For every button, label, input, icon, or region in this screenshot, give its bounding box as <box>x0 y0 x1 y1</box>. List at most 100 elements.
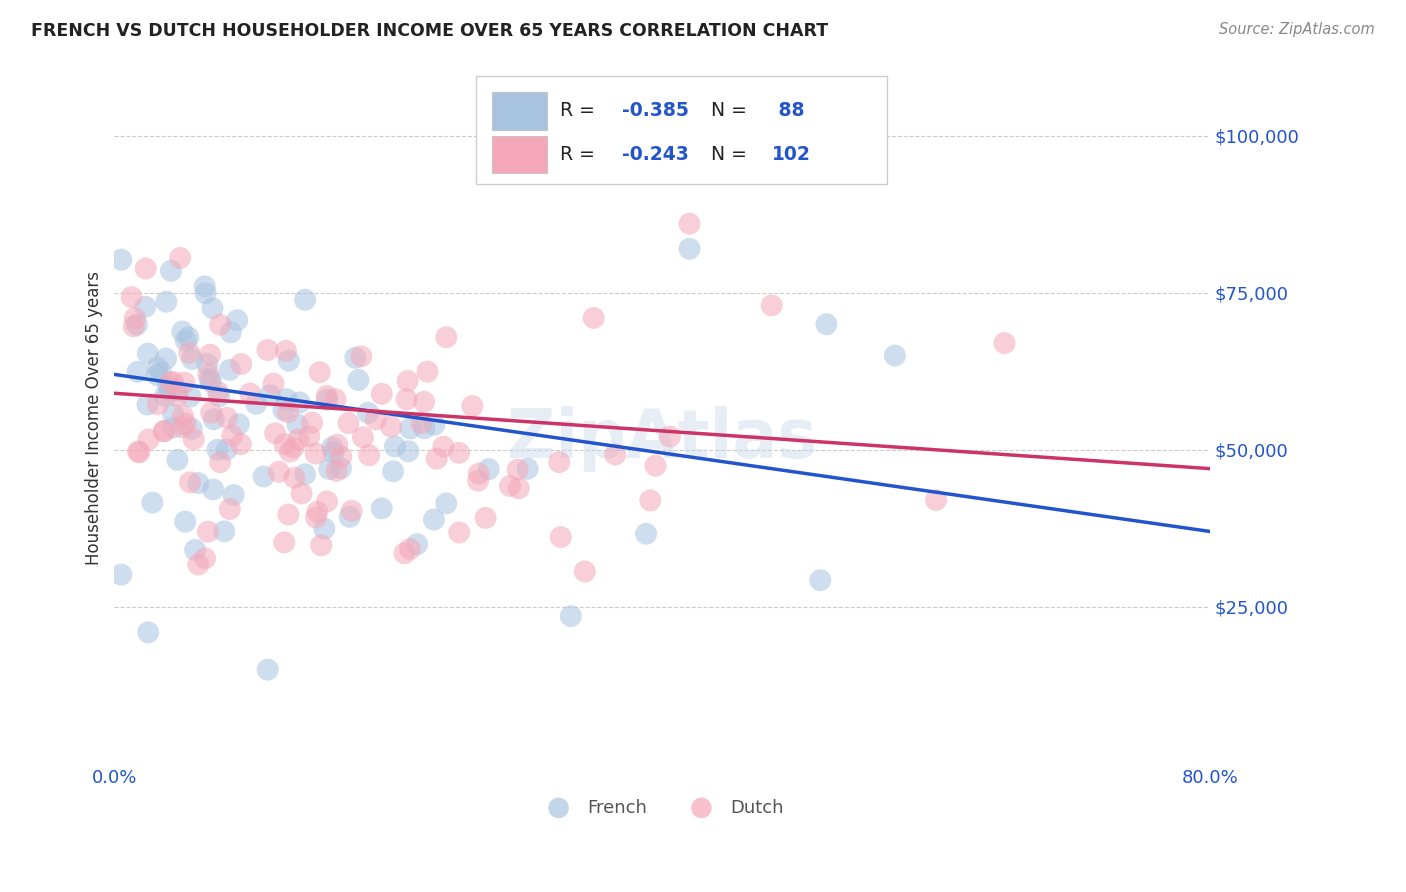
Point <box>449 525 471 540</box>
Point <box>110 252 132 267</box>
Point <box>136 398 159 412</box>
Point <box>152 424 174 438</box>
Point <box>146 368 169 382</box>
Point <box>325 392 347 406</box>
Point <box>371 386 394 401</box>
Text: N =: N = <box>711 102 754 120</box>
Point <box>172 409 194 423</box>
Point <box>467 474 489 488</box>
Text: Source: ZipAtlas.com: Source: ZipAtlas.com <box>1219 22 1375 37</box>
Point <box>283 471 305 485</box>
Point <box>406 537 429 551</box>
Point <box>423 512 446 526</box>
Point <box>548 455 571 469</box>
Point <box>166 384 188 398</box>
Point <box>124 310 146 325</box>
Point <box>197 524 219 539</box>
Point <box>434 330 457 344</box>
Point <box>658 429 681 443</box>
Point <box>125 318 148 332</box>
Text: 102: 102 <box>772 145 811 164</box>
Text: -0.243: -0.243 <box>621 145 689 164</box>
Point <box>399 421 422 435</box>
Point <box>413 394 436 409</box>
Point <box>134 300 156 314</box>
Point <box>229 437 252 451</box>
Point <box>582 310 605 325</box>
Point <box>298 429 321 443</box>
Point <box>162 375 184 389</box>
Point <box>395 392 418 407</box>
FancyBboxPatch shape <box>492 136 547 173</box>
Point <box>384 439 406 453</box>
Point <box>808 573 831 587</box>
Point <box>179 390 201 404</box>
Point <box>277 405 299 419</box>
Point <box>146 360 169 375</box>
Point <box>231 357 253 371</box>
FancyBboxPatch shape <box>475 77 887 184</box>
Point <box>149 365 172 379</box>
Point <box>174 417 197 431</box>
Point <box>290 486 312 500</box>
Point <box>394 546 416 560</box>
Point <box>155 294 177 309</box>
Point <box>195 357 218 371</box>
Point <box>396 374 419 388</box>
Point <box>197 368 219 382</box>
Point <box>166 389 188 403</box>
Point <box>678 217 700 231</box>
Point <box>141 495 163 509</box>
Point <box>413 421 436 435</box>
Point <box>259 388 281 402</box>
Text: N =: N = <box>711 145 754 164</box>
FancyBboxPatch shape <box>492 93 547 129</box>
Point <box>605 448 627 462</box>
Point <box>194 286 217 301</box>
Point <box>423 417 446 432</box>
Point <box>172 420 194 434</box>
Point <box>288 395 311 409</box>
Point <box>508 481 530 495</box>
Point <box>166 453 188 467</box>
Point <box>337 416 360 430</box>
Point <box>128 445 150 459</box>
Point <box>245 397 267 411</box>
Point <box>644 458 666 473</box>
Point <box>287 433 309 447</box>
Point <box>308 365 330 379</box>
Point <box>432 440 454 454</box>
Point <box>380 419 402 434</box>
Point <box>560 609 582 624</box>
Point <box>322 445 344 459</box>
Point <box>278 444 301 458</box>
Point <box>110 567 132 582</box>
Point <box>153 424 176 438</box>
Point <box>200 375 222 389</box>
Point <box>925 493 948 508</box>
Point <box>169 251 191 265</box>
Text: -0.385: -0.385 <box>621 102 689 120</box>
Text: FRENCH VS DUTCH HOUSEHOLDER INCOME OVER 65 YEARS CORRELATION CHART: FRENCH VS DUTCH HOUSEHOLDER INCOME OVER … <box>31 22 828 40</box>
Point <box>315 389 337 403</box>
Point <box>516 462 538 476</box>
Point <box>222 488 245 502</box>
Point <box>461 399 484 413</box>
Point <box>316 494 339 508</box>
Point <box>311 538 333 552</box>
Point <box>209 318 232 332</box>
Point <box>434 496 457 510</box>
Point <box>506 463 529 477</box>
Point <box>127 444 149 458</box>
Point <box>172 325 194 339</box>
Point <box>202 483 225 497</box>
Point <box>263 376 285 391</box>
Y-axis label: Householder Income Over 65 years: Householder Income Over 65 years <box>86 271 103 566</box>
Point <box>815 317 838 331</box>
Point <box>159 383 181 397</box>
Point <box>993 336 1015 351</box>
Point <box>207 385 229 400</box>
Point <box>316 392 339 407</box>
Point <box>574 565 596 579</box>
Point <box>273 403 295 417</box>
